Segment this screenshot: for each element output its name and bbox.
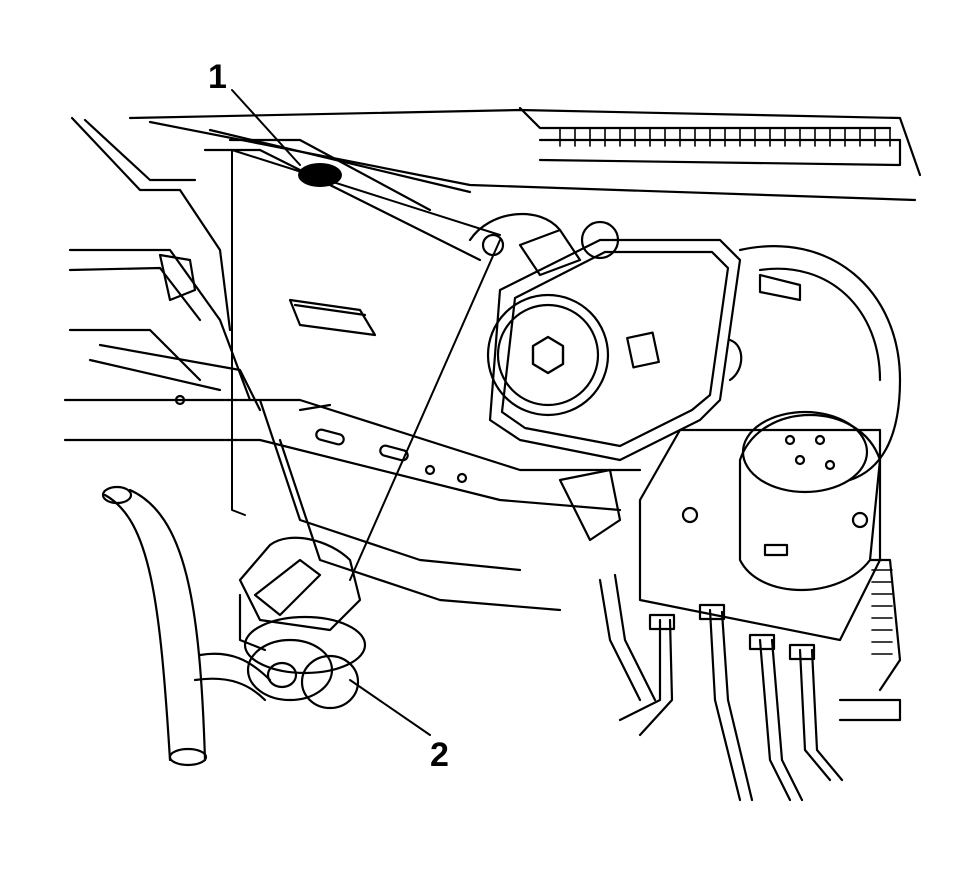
- leader-1: [232, 90, 300, 165]
- leader-2: [350, 680, 430, 735]
- brake-fluid-reservoir: [483, 222, 800, 460]
- radiator-cowl: [130, 108, 920, 200]
- leader-1-bracket: [232, 150, 245, 515]
- grille-ribs: [560, 128, 890, 146]
- brake-booster: [470, 214, 900, 480]
- callout-leaders: [232, 90, 500, 735]
- brake-lines: [560, 470, 900, 800]
- leader-box: [232, 150, 500, 235]
- check-valve-assembly: [240, 538, 365, 708]
- leader-valve: [350, 240, 500, 580]
- callout-1: 1: [208, 58, 227, 96]
- callout-2: 2: [430, 736, 449, 774]
- coolant-hose: [103, 487, 270, 765]
- frame-crossmember: [65, 345, 640, 610]
- abs-connector-ribs: [872, 570, 892, 654]
- abs-module: [640, 412, 900, 690]
- left-fender-panel: [70, 118, 480, 400]
